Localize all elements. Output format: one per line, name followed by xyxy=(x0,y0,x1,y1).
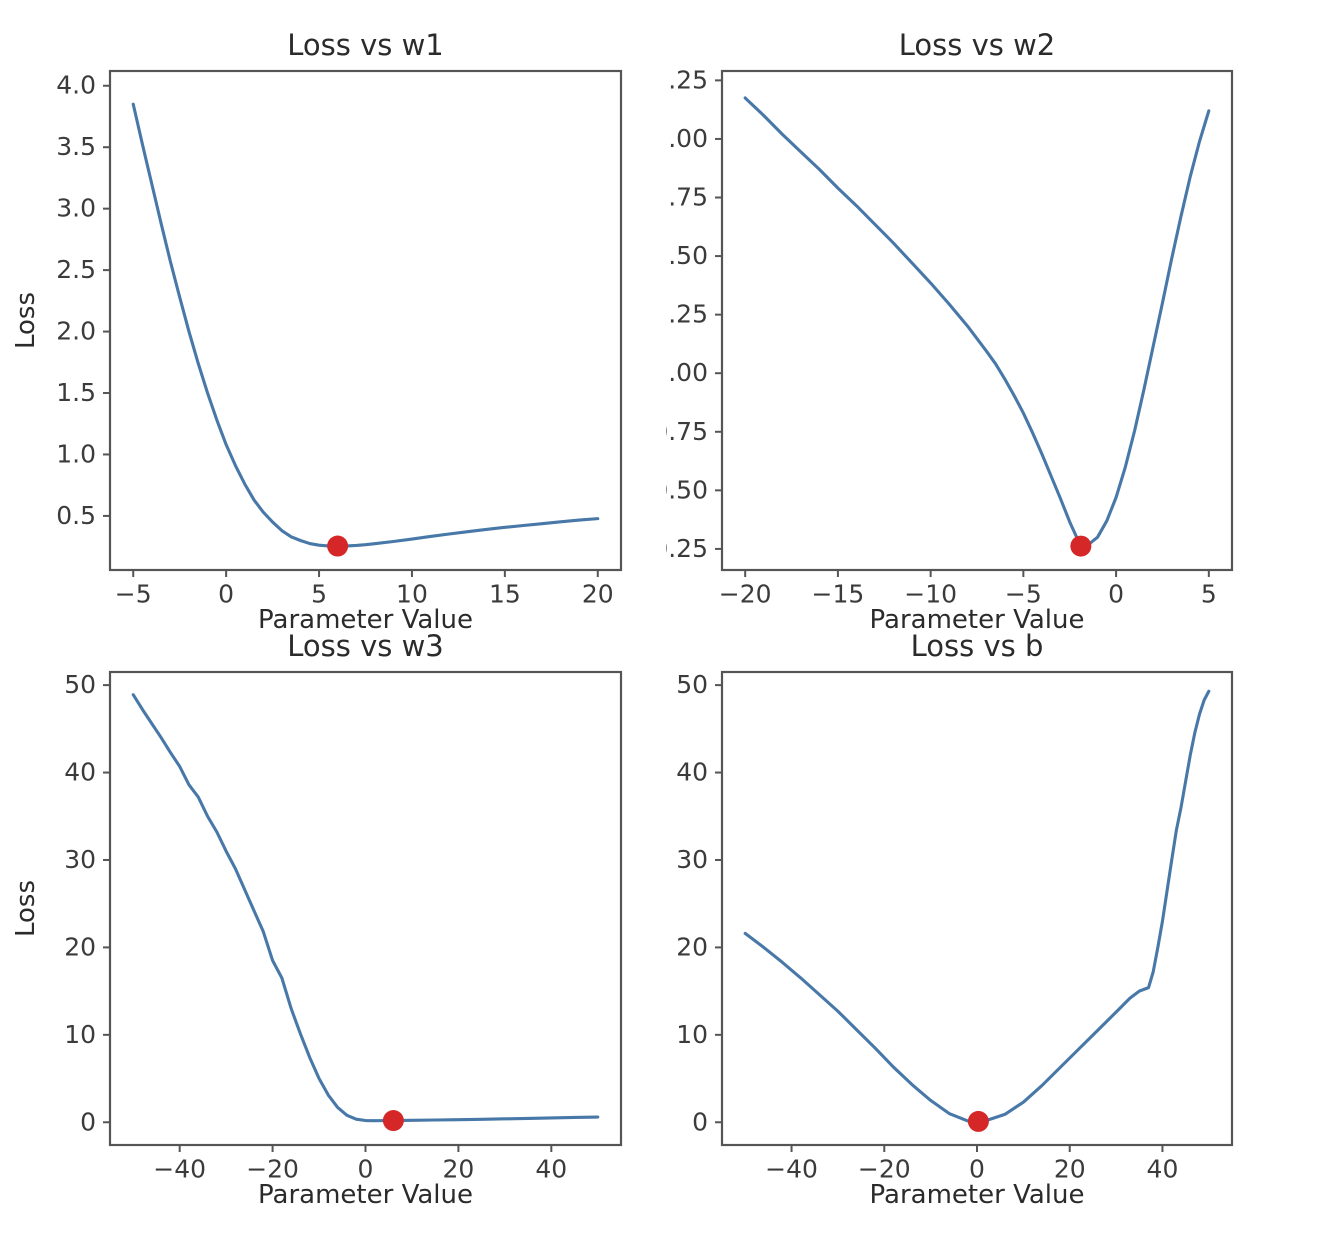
axes-frame xyxy=(720,69,1234,572)
y-tick-label: 0 xyxy=(692,1107,708,1136)
loss-curve xyxy=(743,96,1211,548)
loss-curve xyxy=(131,693,600,1123)
y-tick-label: 2.25 xyxy=(666,65,708,94)
y-tick-label: 50 xyxy=(676,670,708,699)
y-tick-label: 1.75 xyxy=(666,183,708,212)
axes-frame xyxy=(720,670,1234,1147)
y-tick-label: 1.00 xyxy=(666,358,708,387)
x-tick-label: −15 xyxy=(812,579,865,608)
y-tick-label: 1.50 xyxy=(666,241,708,270)
minimum-marker xyxy=(1070,535,1092,557)
y-tick-label: 0.50 xyxy=(666,475,708,504)
x-tick-label: −20 xyxy=(246,1154,299,1183)
x-tick-label: 40 xyxy=(535,1154,567,1183)
x-tick-label: −20 xyxy=(858,1154,911,1183)
y-tick-label: 3.0 xyxy=(56,194,96,223)
x-tick-label: 0 xyxy=(1108,579,1124,608)
plot-title: Loss vs w1 xyxy=(287,28,443,62)
y-tick-label: 50 xyxy=(64,670,96,699)
x-tick-label: 0 xyxy=(358,1154,374,1183)
y-axis-label: Loss xyxy=(11,292,41,349)
y-tick-label: 1.0 xyxy=(56,439,96,468)
y-axis-label: Loss xyxy=(11,880,41,937)
y-tick-label: 2.5 xyxy=(56,255,96,284)
subplot-loss-vs-w1: Loss vs w1 0.5 1.0 1.5 2.0 2.5 3.0 3.5 4.0 −5 0 5 10… xyxy=(0,0,666,630)
plot-title: Loss vs w2 xyxy=(899,28,1055,62)
x-tick-label: 5 xyxy=(1201,579,1217,608)
y-tick-label: 1.5 xyxy=(56,378,96,407)
x-tick-label: 15 xyxy=(489,579,521,608)
x-tick-label: 20 xyxy=(582,579,614,608)
y-tick-label: 4.0 xyxy=(56,71,96,100)
x-tick-label: −10 xyxy=(904,579,957,608)
x-tick-label: 20 xyxy=(1054,1154,1086,1183)
axes-frame xyxy=(108,69,623,572)
x-tick-label: 40 xyxy=(1147,1154,1179,1183)
x-tick-label: −20 xyxy=(719,579,772,608)
y-tick-label: 40 xyxy=(64,758,96,787)
y-tick-label: 30 xyxy=(676,845,708,874)
plot-title: Loss vs b xyxy=(911,630,1044,663)
y-tick-label: 2.00 xyxy=(666,124,708,153)
x-tick-label: 20 xyxy=(443,1154,475,1183)
x-tick-label: 10 xyxy=(396,579,428,608)
x-axis-label: Parameter Value xyxy=(870,1180,1085,1210)
plot-title: Loss vs w3 xyxy=(287,630,443,663)
x-tick-label: −5 xyxy=(115,579,152,608)
y-tick-label: 10 xyxy=(64,1020,96,1049)
minimum-marker xyxy=(382,1110,404,1132)
loss-curve xyxy=(131,102,600,548)
y-tick-label: 30 xyxy=(64,845,96,874)
minimum-marker xyxy=(967,1110,989,1132)
y-tick-label: 40 xyxy=(676,758,708,787)
y-tick-label: 1.25 xyxy=(666,300,708,329)
y-tick-label: 0.5 xyxy=(56,501,96,530)
x-tick-label: 0 xyxy=(969,1154,985,1183)
minimum-marker xyxy=(327,535,349,557)
y-tick-label: 0.25 xyxy=(666,534,708,563)
y-tick-label: 3.5 xyxy=(56,132,96,161)
x-tick-label: −40 xyxy=(765,1154,818,1183)
loss-curve xyxy=(743,689,1211,1123)
y-tick-label: 2.0 xyxy=(56,317,96,346)
x-tick-label: 5 xyxy=(311,579,327,608)
y-tick-label: 0.75 xyxy=(666,417,708,446)
y-tick-label: 20 xyxy=(676,932,708,961)
x-axis-label: Parameter Value xyxy=(258,605,473,630)
y-tick-label: 10 xyxy=(676,1020,708,1049)
y-tick-label: 20 xyxy=(64,932,96,961)
x-tick-label: −40 xyxy=(153,1154,206,1183)
subplot-loss-vs-b: Loss vs b 0 10 20 30 40 50 −40 −20 0 20 40 Parameter… xyxy=(666,630,1332,1260)
x-tick-label: −5 xyxy=(1005,579,1042,608)
x-axis-label: Parameter Value xyxy=(870,605,1085,630)
subplot-loss-vs-w2: Loss vs w2 0.25 0.50 0.75 1.00 1.25 1.50 1.75 2.… xyxy=(666,0,1332,630)
axes-frame xyxy=(108,670,623,1147)
y-tick-label: 0 xyxy=(80,1107,96,1136)
x-axis-label: Parameter Value xyxy=(258,1180,473,1210)
x-tick-label: 0 xyxy=(218,579,234,608)
subplot-loss-vs-w3: Loss vs w3 0 10 20 30 40 50 −40 −20 0 20 40 Paramete… xyxy=(0,630,666,1260)
